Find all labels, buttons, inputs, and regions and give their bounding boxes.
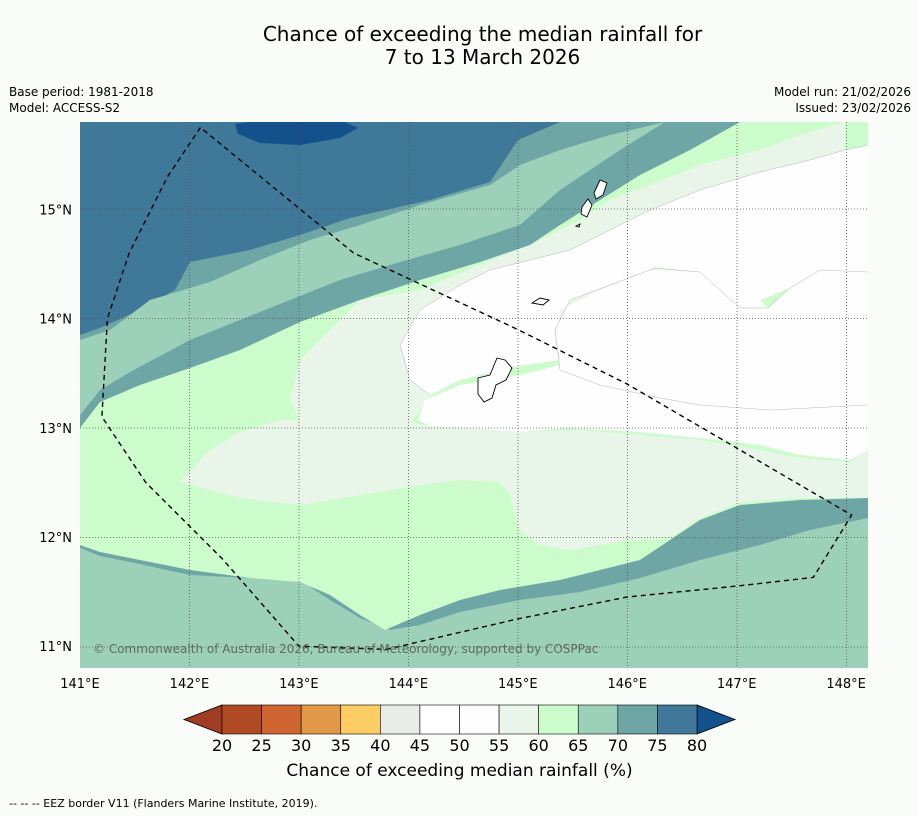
colorbar-tick-label: 25 xyxy=(251,736,271,755)
contour-band-75-80 xyxy=(80,122,560,335)
contour-band-50-55 xyxy=(400,145,868,460)
contour-band-80-plus xyxy=(235,122,358,145)
chart-title-line2: 7 to 13 March 2026 xyxy=(384,45,581,69)
model-name: Model: ACCESS-S2 xyxy=(9,101,121,115)
colorbar-segment xyxy=(340,704,381,735)
colorbar-segment xyxy=(419,704,460,735)
chart-title-line1: Chance of exceeding the median rainfall … xyxy=(262,22,703,46)
colorbar-label: Chance of exceeding median rainfall (%) xyxy=(286,761,633,781)
contour-line-50 xyxy=(554,267,868,411)
colorbar-segment xyxy=(261,704,302,735)
eez-footnote: -- -- -- EEZ border V11 (Flanders Marine… xyxy=(9,797,318,810)
colorbar: 20 25 30 35 40 45 50 55 60 65 70 75 80 xyxy=(182,704,737,755)
tinian-island xyxy=(580,198,593,218)
x-tick-label: 143°E xyxy=(279,677,319,692)
colorbar-over-arrow xyxy=(696,704,737,735)
colorbar-tick-label: 60 xyxy=(528,736,548,755)
base-period: Base period: 1981-2018 xyxy=(9,85,154,99)
x-tick-label: 141°E xyxy=(60,677,100,692)
colorbar-tick-label: 50 xyxy=(449,736,469,755)
colorbar-tick-label: 30 xyxy=(291,736,311,755)
y-tick-label: 13°N xyxy=(39,422,72,437)
x-tick-label: 144°E xyxy=(389,677,429,692)
model-run: Model run: 21/02/2026 xyxy=(773,85,911,99)
y-tick-label: 15°N xyxy=(39,203,72,218)
gridlines xyxy=(80,122,868,668)
colorbar-under-arrow xyxy=(182,704,223,735)
colorbar-segment xyxy=(300,704,342,735)
issued-date: Issued: 23/02/2026 xyxy=(795,101,911,115)
colorbar-segment xyxy=(221,704,262,735)
colorbar-tick-label: 20 xyxy=(212,736,232,755)
guam-island xyxy=(477,357,513,403)
y-axis-ticks: 11°N 12°N 13°N 14°N 15°N xyxy=(39,203,72,655)
colorbar-segment xyxy=(498,704,539,735)
colorbar-segment xyxy=(577,704,619,735)
saipan-island xyxy=(593,179,608,200)
colorbar-segment xyxy=(380,704,421,735)
x-axis-ticks: 141°E 142°E 143°E 144°E 145°E 146°E 147°E 148°E xyxy=(60,677,866,692)
colorbar-segment xyxy=(657,704,698,735)
colorbar-tick-label: 80 xyxy=(687,736,707,755)
copyright-text: © Commonwealth of Australia 2026, Bureau… xyxy=(93,642,598,656)
rota-island xyxy=(530,297,550,306)
aguijan-islet xyxy=(574,223,581,228)
forecast-map: © Commonwealth of Australia 2026, Bureau… xyxy=(39,122,868,755)
colorbar-tick-label: 45 xyxy=(410,736,430,755)
x-tick-label: 147°E xyxy=(717,677,757,692)
colorbar-tick-label: 35 xyxy=(331,736,351,755)
contour-line-55 xyxy=(399,144,868,396)
colorbar-tick-label: 65 xyxy=(568,736,588,755)
colorbar-tick-label: 75 xyxy=(647,736,667,755)
colorbar-segment xyxy=(538,704,579,735)
x-tick-label: 146°E xyxy=(607,677,647,692)
y-tick-label: 14°N xyxy=(39,313,72,328)
contour-band-65-70-north xyxy=(80,122,868,668)
colorbar-tick-label: 55 xyxy=(489,736,509,755)
x-tick-label: 145°E xyxy=(498,677,538,692)
y-tick-label: 11°N xyxy=(39,640,72,655)
colorbar-tick-label: 70 xyxy=(608,736,628,755)
colorbar-segment xyxy=(459,704,500,735)
islands xyxy=(477,179,608,403)
eez-border xyxy=(101,126,853,651)
y-tick-label: 12°N xyxy=(39,531,72,546)
x-tick-label: 142°E xyxy=(170,677,210,692)
colorbar-tick-label: 40 xyxy=(370,736,390,755)
colorbar-segment xyxy=(617,704,658,735)
contour-fill-layer xyxy=(80,122,868,668)
x-tick-label: 148°E xyxy=(826,677,866,692)
